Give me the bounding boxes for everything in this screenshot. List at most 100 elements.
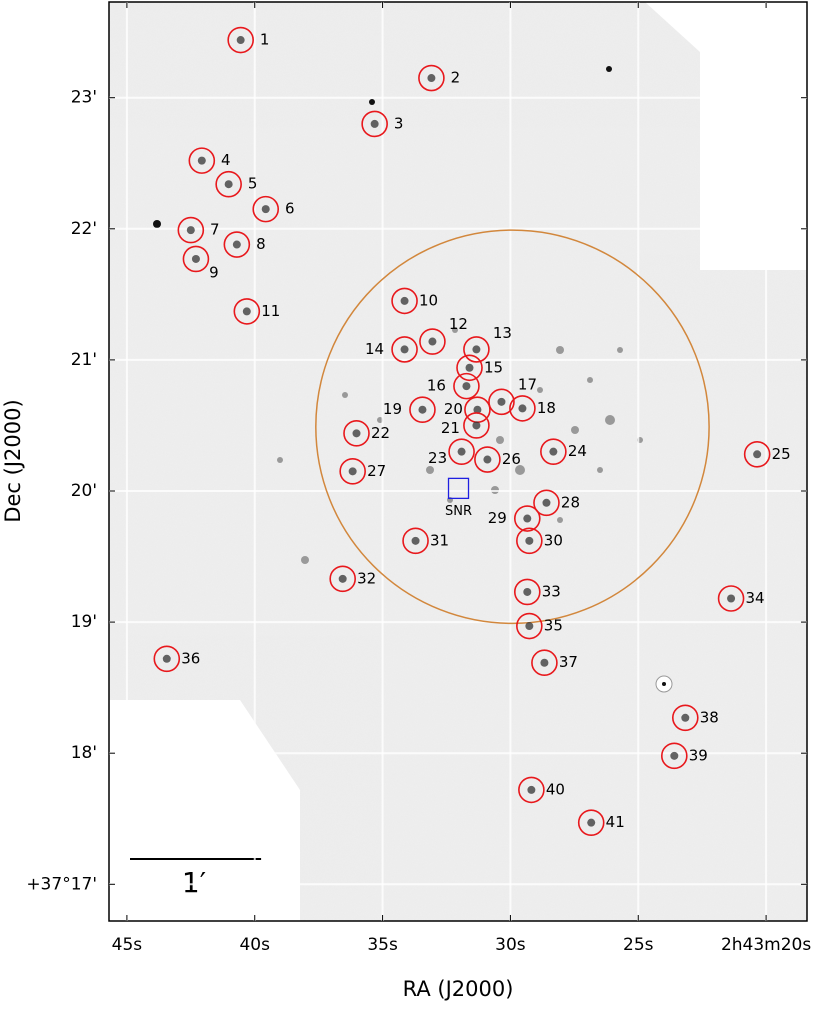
y-tick-label: 18' [71, 743, 97, 763]
source-marker [448, 438, 475, 465]
source-marker [488, 388, 515, 416]
source-core [472, 345, 481, 354]
source-label: 36 [181, 649, 200, 667]
source-core [670, 751, 679, 760]
source-marker [518, 776, 545, 804]
source-marker [531, 649, 558, 677]
source-core [523, 587, 532, 596]
source-core [261, 205, 270, 214]
x-tick-label: 35s [367, 935, 398, 955]
source-marker [509, 395, 536, 422]
y-tick-label: 21' [71, 350, 97, 370]
source-label: 32 [357, 569, 376, 587]
source-label: 34 [746, 589, 765, 607]
source-marker [227, 26, 254, 54]
snr-box [447, 477, 470, 500]
source-label: 12 [449, 315, 468, 333]
source-label: 22 [371, 424, 390, 442]
source-marker [474, 446, 501, 473]
source-label: 26 [502, 450, 521, 468]
source-core [518, 404, 527, 413]
plot-frame [108, 1, 808, 922]
source-marker [188, 147, 216, 174]
source-label: 21 [441, 419, 460, 437]
source-marker [743, 440, 771, 468]
source-core [525, 536, 534, 545]
source-marker [339, 458, 366, 485]
source-core [525, 622, 534, 631]
source-marker [223, 231, 251, 258]
y-tick-label: 19' [71, 612, 97, 632]
source-marker [329, 565, 356, 593]
source-core [462, 382, 471, 391]
source-core [370, 119, 379, 128]
source-marker [409, 396, 436, 424]
source-core [472, 421, 481, 430]
source-core [400, 296, 409, 305]
source-marker [182, 245, 210, 273]
source-marker [516, 612, 543, 640]
source-label: 9 [209, 263, 219, 281]
source-core [681, 713, 690, 722]
source-core [483, 455, 492, 464]
x-tick-label: 25s [623, 935, 654, 955]
source-label: 16 [427, 377, 446, 395]
source-marker [177, 216, 205, 244]
source-core [497, 397, 506, 406]
source-label: 10 [419, 291, 438, 309]
source-label: 28 [561, 493, 580, 511]
source-marker [391, 336, 418, 363]
source-marker [402, 527, 429, 555]
source-label: 11 [261, 302, 280, 320]
source-core [197, 156, 206, 165]
source-core [162, 654, 171, 663]
source-core [352, 429, 361, 438]
source-core [348, 467, 357, 476]
source-label: 19 [383, 400, 402, 418]
source-label: 3 [394, 114, 404, 132]
source-label: 4 [221, 151, 231, 169]
source-core [523, 514, 532, 523]
source-marker [453, 372, 480, 400]
source-core [473, 405, 482, 414]
source-core [542, 498, 551, 507]
source-marker [456, 354, 483, 382]
source-core [232, 240, 241, 249]
source-label: 41 [606, 813, 625, 831]
source-marker [671, 704, 699, 732]
snr-label: SNR [445, 504, 472, 519]
source-label: 6 [285, 200, 295, 218]
source-label: 25 [772, 445, 791, 463]
source-core [427, 74, 436, 83]
source-core [186, 226, 195, 235]
source-core [457, 447, 466, 456]
source-marker [577, 809, 605, 836]
source-marker [215, 170, 242, 198]
source-label: 29 [488, 509, 507, 527]
scale-label: 1′ [182, 866, 206, 899]
source-marker [343, 420, 370, 447]
source-marker [391, 287, 418, 315]
source-label: 14 [365, 340, 384, 358]
source-core [527, 785, 536, 794]
y-tick-label: 20' [71, 481, 97, 501]
y-tick-label: 23' [71, 88, 97, 108]
source-marker [419, 328, 446, 355]
source-core [753, 450, 762, 459]
source-marker [661, 742, 688, 770]
source-label: 15 [484, 358, 503, 376]
source-marker [513, 505, 541, 532]
source-label: 30 [544, 531, 563, 549]
source-label: 2 [451, 69, 461, 87]
source-core [465, 363, 474, 372]
source-core [549, 447, 558, 456]
source-core [428, 337, 437, 346]
source-core [400, 345, 409, 354]
source-core [727, 594, 736, 603]
source-label: 31 [430, 531, 449, 549]
source-marker [717, 585, 745, 612]
source-core [224, 180, 233, 189]
source-core [540, 658, 549, 667]
x-tick-label: 45s [112, 935, 143, 955]
source-marker [418, 64, 445, 92]
